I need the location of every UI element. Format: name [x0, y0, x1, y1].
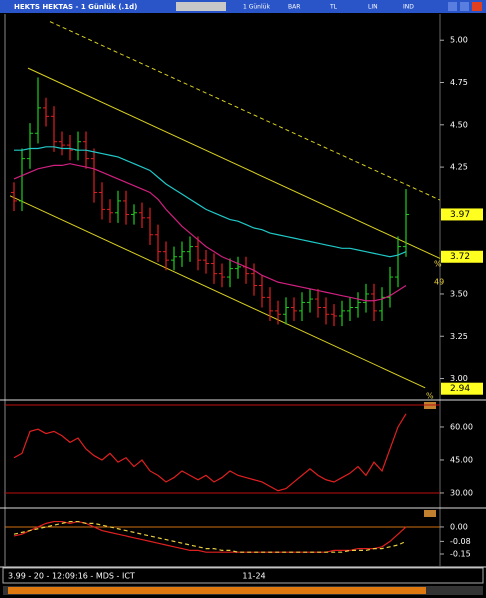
y-tick-label: 4.25 [450, 163, 468, 172]
x-tick-label: 11-24 [242, 572, 265, 581]
y-tick-label: 4.50 [450, 120, 468, 129]
price-box-label: 3.72 [450, 252, 470, 262]
window-title: HEKTS HEKTAS - 1 Günlük (.1d) [14, 3, 137, 11]
series-line [13, 163, 407, 302]
y-tick-label: 5.00 [450, 36, 468, 45]
side-label: % [434, 260, 442, 269]
title-bar [0, 0, 486, 13]
side-label: 49 [434, 278, 444, 287]
y-tick-label: 30.00 [450, 488, 473, 497]
maximize-button[interactable] [460, 2, 469, 11]
y-tick-label: 3.50 [450, 289, 468, 298]
y-tick-label: -0.15 [450, 550, 471, 559]
series-line [13, 520, 407, 553]
close-button[interactable] [472, 2, 482, 11]
status-bar [2, 567, 484, 584]
series-line [14, 146, 407, 258]
toolbar-item[interactable]: IND [403, 4, 414, 11]
y-tick-label: 4.75 [450, 78, 468, 87]
minimize-button[interactable] [448, 2, 457, 11]
toolbar-item[interactable]: TL [329, 4, 338, 11]
panel-button[interactable] [424, 510, 436, 517]
side-label: % [426, 392, 434, 401]
y-tick-label: -0.08 [450, 537, 471, 546]
scrollbar-thumb[interactable] [8, 587, 426, 594]
toolbar-item[interactable]: LIN [368, 4, 378, 11]
series-line [13, 413, 407, 492]
y-tick-label: 0.00 [450, 522, 468, 531]
toolbar-item[interactable]: BAR [288, 4, 300, 11]
price-box [441, 382, 483, 395]
price-box [441, 208, 483, 221]
trend-line [27, 67, 441, 259]
price-box-label: 2.94 [450, 384, 470, 394]
y-tick-label: 3.25 [450, 332, 468, 341]
trend-line [49, 21, 441, 201]
y-tick-label: 3.00 [450, 374, 468, 383]
y-tick-label: 60.00 [450, 422, 473, 431]
toolbar-item[interactable]: 1 Günlük [243, 4, 270, 11]
trend-line [9, 195, 426, 389]
y-tick-label: 45.00 [450, 455, 473, 464]
toolbar-icons[interactable] [176, 2, 226, 11]
status-text: 3.99 - 20 - 12:09:16 - MDS - ICT [8, 572, 135, 581]
price-box-label: 3.97 [450, 210, 470, 220]
panel-button[interactable] [424, 402, 436, 409]
price-box [441, 250, 483, 263]
